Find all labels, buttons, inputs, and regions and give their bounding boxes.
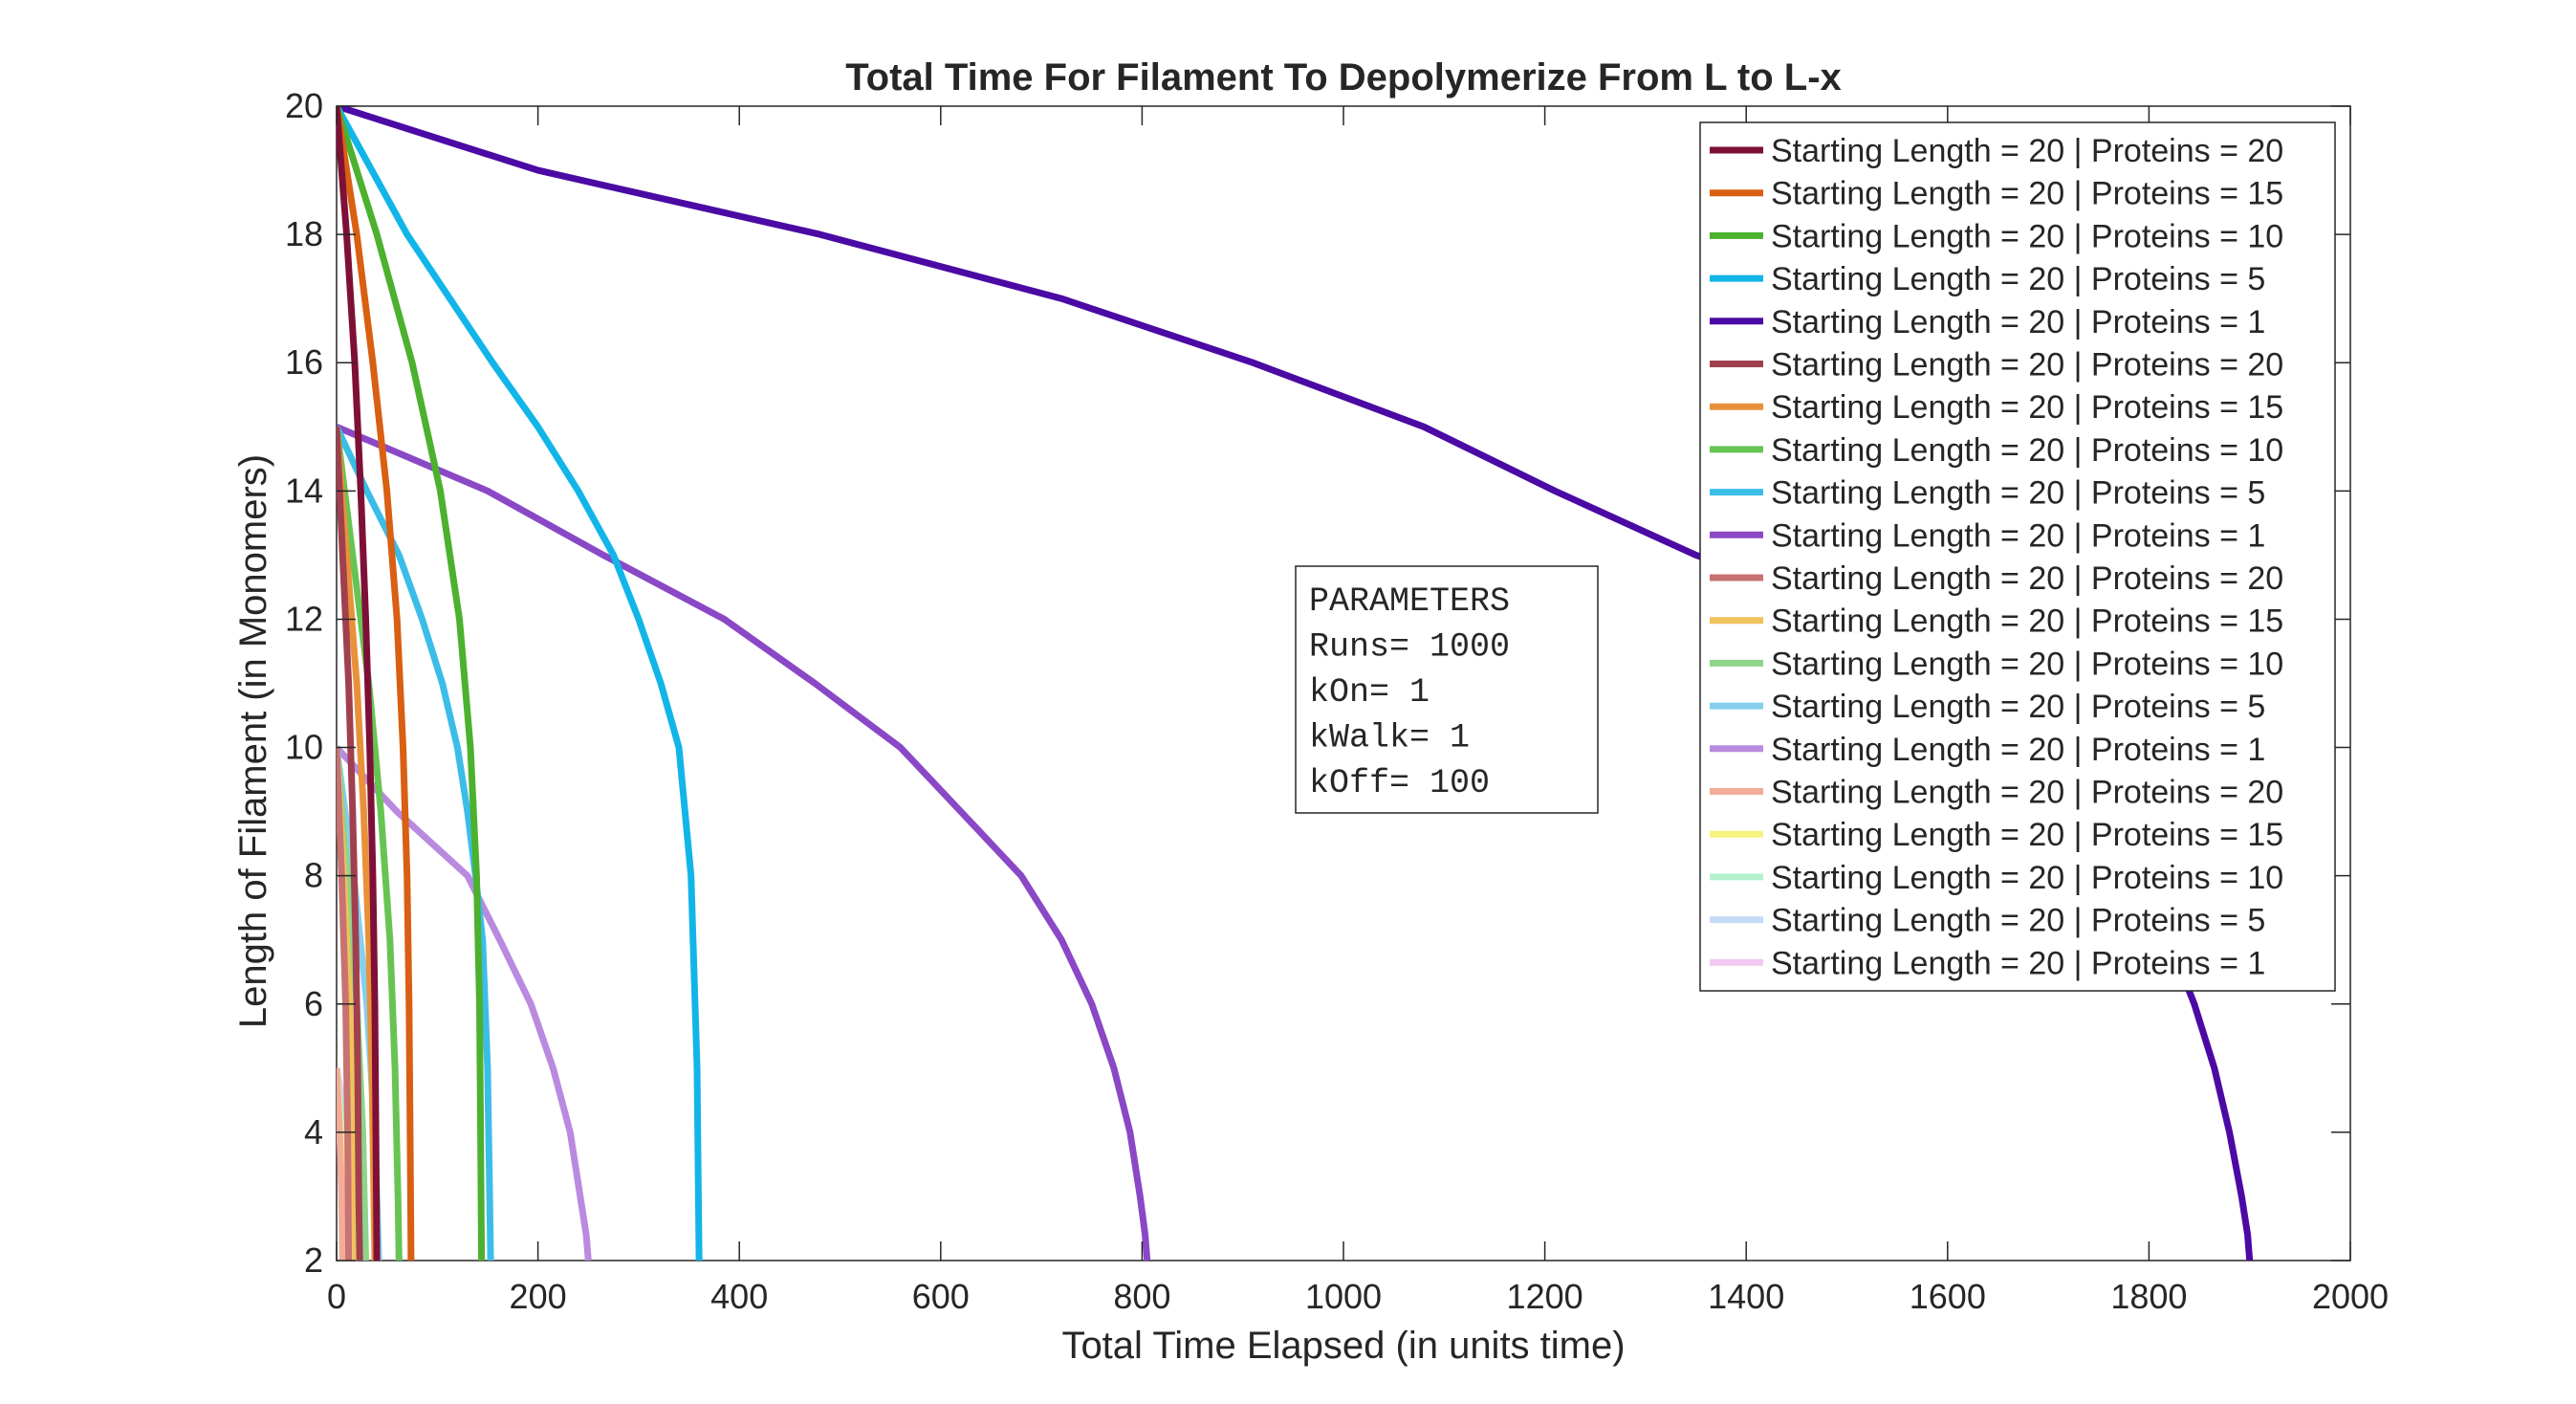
parameters-line: kWalk= 1 bbox=[1309, 719, 1470, 757]
series-line-10 bbox=[337, 424, 1151, 1261]
legend-entry: Starting Length = 20 | Proteins = 5 bbox=[1771, 261, 2265, 297]
legend-entry: Starting Length = 20 | Proteins = 20 bbox=[1771, 133, 2283, 169]
legend-entry: Starting Length = 20 | Proteins = 1 bbox=[1771, 732, 2265, 768]
parameters-box-frame bbox=[1295, 565, 1599, 814]
legend-entry: Starting Length = 20 | Proteins = 15 bbox=[1771, 817, 2283, 853]
legend-entry: Starting Length = 20 | Proteins = 5 bbox=[1771, 903, 2265, 939]
x-axis-label: Total Time Elapsed (in units time) bbox=[1061, 1325, 1625, 1367]
legend-entry: Starting Length = 20 | Proteins = 5 bbox=[1771, 475, 2265, 512]
x-tick-label: 2000 bbox=[2312, 1277, 2389, 1316]
y-tick-label: 10 bbox=[285, 728, 323, 767]
legend-entry: Starting Length = 20 | Proteins = 5 bbox=[1771, 689, 2265, 725]
parameters-line: Runs= 1000 bbox=[1309, 628, 1510, 667]
legend-entry: Starting Length = 20 | Proteins = 1 bbox=[1771, 304, 2265, 340]
parameters-box: PARAMETERS Runs= 1000 kOn= 1 kWalk= 1 kOff= … bbox=[1295, 565, 1599, 814]
series-line-4 bbox=[337, 106, 703, 1261]
y-tick-label: 4 bbox=[304, 1112, 323, 1152]
y-tick-label: 16 bbox=[285, 342, 323, 382]
y-tick-label: 8 bbox=[304, 856, 323, 895]
series-line-2 bbox=[337, 106, 415, 1261]
y-tick-label: 14 bbox=[285, 471, 323, 510]
parameters-line: kOn= 1 bbox=[1309, 673, 1430, 712]
legend-entry: Starting Length = 20 | Proteins = 15 bbox=[1771, 603, 2283, 640]
parameters-line: PARAMETERS bbox=[1309, 582, 1510, 621]
x-tick-label: 800 bbox=[1113, 1277, 1170, 1316]
legend-entry: Starting Length = 20 | Proteins = 20 bbox=[1771, 775, 2283, 811]
x-tick-label: 1400 bbox=[1708, 1277, 1784, 1316]
legend-entry: Starting Length = 20 | Proteins = 20 bbox=[1771, 560, 2283, 597]
legend-entry: Starting Length = 20 | Proteins = 15 bbox=[1771, 176, 2283, 212]
series-line-15 bbox=[337, 745, 592, 1261]
y-tick-label: 6 bbox=[304, 984, 323, 1023]
legend-frame bbox=[1699, 121, 2336, 992]
x-tick-label: 400 bbox=[710, 1277, 768, 1316]
x-tick-label: 600 bbox=[912, 1277, 970, 1316]
legend-entry: Starting Length = 20 | Proteins = 10 bbox=[1771, 646, 2283, 682]
legend-entry: Starting Length = 20 | Proteins = 10 bbox=[1771, 860, 2283, 896]
legend: Starting Length = 20 | Proteins = 20 Star… bbox=[1699, 121, 2336, 992]
y-tick-label: 20 bbox=[285, 86, 323, 125]
series-line-3 bbox=[337, 106, 486, 1261]
x-tick-label: 1600 bbox=[1910, 1277, 1986, 1316]
series-line-16 bbox=[337, 1067, 346, 1261]
x-tick-label: 1200 bbox=[1507, 1277, 1583, 1316]
y-tick-label: 18 bbox=[285, 214, 323, 253]
x-tick-label: 200 bbox=[510, 1277, 567, 1316]
parameters-line: kOff= 100 bbox=[1309, 764, 1490, 802]
legend-entry: Starting Length = 20 | Proteins = 10 bbox=[1771, 432, 2283, 469]
legend-entry: Starting Length = 20 | Proteins = 1 bbox=[1771, 945, 2265, 981]
x-tick-label: 1000 bbox=[1305, 1277, 1382, 1316]
series-line-8 bbox=[337, 426, 403, 1261]
plot-area: 0 200 400 600 800 1000 1200 1400 1600 1800 2000 2 4 6… bbox=[285, 86, 2389, 1316]
series-line-1 bbox=[337, 106, 381, 1261]
chart-title: Total Time For Filament To Depolymerize … bbox=[845, 56, 1842, 99]
legend-entry: Starting Length = 20 | Proteins = 15 bbox=[1771, 389, 2283, 426]
legend-entry: Starting Length = 20 | Proteins = 1 bbox=[1771, 517, 2265, 554]
x-tick-label: 1800 bbox=[2110, 1277, 2187, 1316]
y-axis-label: Length of Filament (in Monomers) bbox=[232, 454, 274, 1028]
legend-entry: Starting Length = 20 | Proteins = 20 bbox=[1771, 347, 2283, 384]
x-tick-label: 0 bbox=[327, 1277, 346, 1316]
y-tick-label: 2 bbox=[304, 1240, 323, 1280]
y-tick-label: 12 bbox=[285, 599, 323, 638]
legend-entry: Starting Length = 20 | Proteins = 10 bbox=[1771, 218, 2283, 254]
